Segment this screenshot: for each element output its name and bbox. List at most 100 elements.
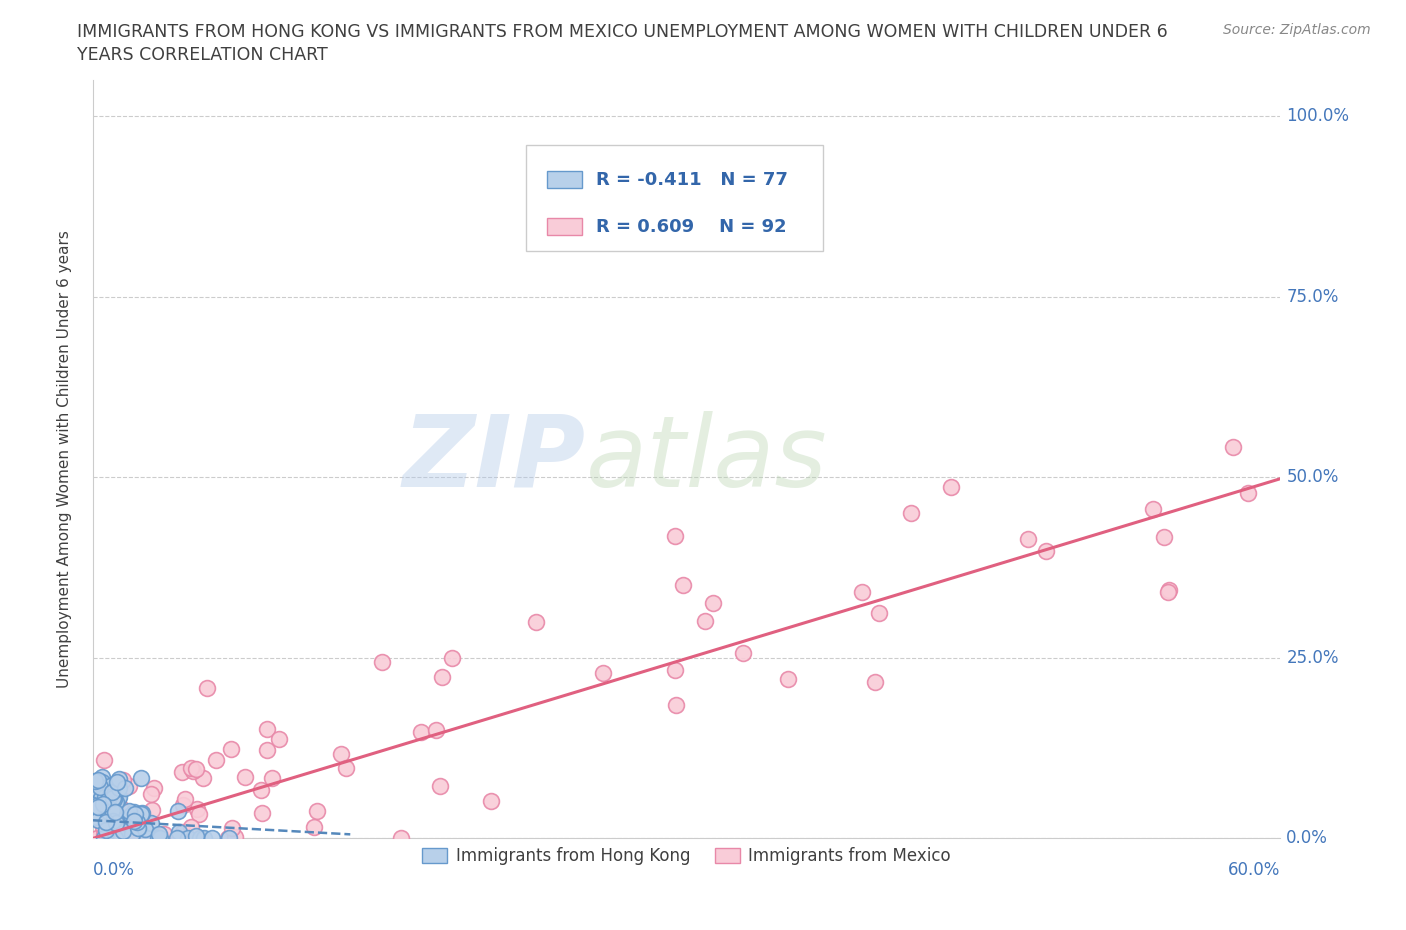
Point [250, 782, 273, 797]
Point [863, 675, 886, 690]
Point [97, 790, 120, 804]
Point [112, 823, 135, 838]
Point [115, 813, 138, 828]
Point [166, 830, 188, 845]
Point [193, 771, 215, 786]
Text: YEARS CORRELATION CHART: YEARS CORRELATION CHART [77, 46, 328, 64]
Point [96, 803, 118, 817]
Point [180, 819, 202, 834]
Text: atlas: atlas [586, 411, 827, 508]
Point [107, 777, 129, 791]
Text: ZIP: ZIP [402, 411, 586, 508]
Point [84, 774, 107, 789]
Point [122, 814, 145, 829]
Point [267, 732, 290, 747]
Point [108, 830, 131, 845]
Point [91, 775, 114, 790]
Point [101, 803, 124, 817]
Point [425, 723, 447, 737]
Point [98, 780, 121, 795]
Point [97, 830, 120, 845]
Point [205, 752, 228, 767]
Point [118, 778, 141, 793]
Text: R = -0.411   N = 77: R = -0.411 N = 77 [596, 171, 789, 189]
Point [939, 480, 962, 495]
Point [110, 830, 132, 845]
Point [187, 806, 209, 821]
Point [1222, 439, 1244, 454]
Point [129, 827, 152, 842]
Point [101, 790, 124, 805]
Point [103, 801, 125, 816]
Point [256, 743, 278, 758]
Point [256, 722, 278, 737]
Point [153, 827, 176, 842]
Point [141, 803, 163, 817]
Point [98, 830, 121, 845]
FancyBboxPatch shape [526, 144, 824, 251]
Text: 0.0%: 0.0% [1286, 830, 1329, 847]
Point [664, 663, 686, 678]
Point [103, 813, 125, 828]
Point [186, 829, 208, 844]
Point [103, 820, 125, 835]
Point [86, 830, 108, 845]
Point [110, 811, 132, 826]
Point [94, 800, 117, 815]
Text: Source: ZipAtlas.com: Source: ZipAtlas.com [1223, 23, 1371, 37]
Text: IMMIGRANTS FROM HONG KONG VS IMMIGRANTS FROM MEXICO UNEMPLOYMENT AMONG WOMEN WIT: IMMIGRANTS FROM HONG KONG VS IMMIGRANTS … [77, 23, 1168, 41]
Text: 75.0%: 75.0% [1286, 287, 1339, 306]
Point [98, 785, 121, 800]
Point [302, 820, 325, 835]
Point [129, 771, 152, 786]
Point [219, 741, 242, 756]
Point [409, 724, 432, 739]
Point [136, 830, 159, 845]
Point [93, 779, 115, 794]
Point [430, 670, 453, 684]
Point [114, 813, 136, 828]
Point [149, 830, 172, 845]
Point [89, 830, 111, 845]
Point [84, 779, 107, 794]
Point [136, 830, 159, 845]
Point [103, 830, 125, 845]
Point [167, 804, 190, 818]
Point [778, 671, 800, 686]
Point [184, 762, 207, 777]
Point [429, 778, 451, 793]
Point [118, 830, 141, 845]
Point [120, 808, 142, 823]
Point [672, 578, 695, 593]
Text: 0.0%: 0.0% [93, 861, 135, 879]
Point [93, 753, 115, 768]
Point [82, 797, 104, 812]
Point [128, 830, 150, 845]
Point [93, 827, 115, 842]
Point [101, 784, 124, 799]
Point [479, 794, 502, 809]
Point [524, 614, 547, 629]
Point [93, 790, 115, 804]
Point [89, 779, 111, 794]
Text: 25.0%: 25.0% [1286, 649, 1339, 667]
Point [122, 804, 145, 819]
Text: 50.0%: 50.0% [1286, 469, 1339, 486]
Point [90, 791, 112, 806]
Point [181, 764, 204, 778]
Text: R = 0.609    N = 92: R = 0.609 N = 92 [596, 219, 787, 236]
Point [167, 830, 190, 845]
Point [702, 596, 724, 611]
Point [371, 655, 394, 670]
Point [108, 790, 131, 804]
Point [217, 830, 239, 845]
Point [104, 830, 127, 845]
Point [110, 830, 132, 845]
Point [177, 830, 200, 845]
Point [441, 651, 464, 666]
Point [146, 830, 169, 845]
Point [592, 665, 614, 680]
Point [1236, 486, 1258, 501]
Point [107, 790, 129, 805]
Point [84, 779, 107, 794]
